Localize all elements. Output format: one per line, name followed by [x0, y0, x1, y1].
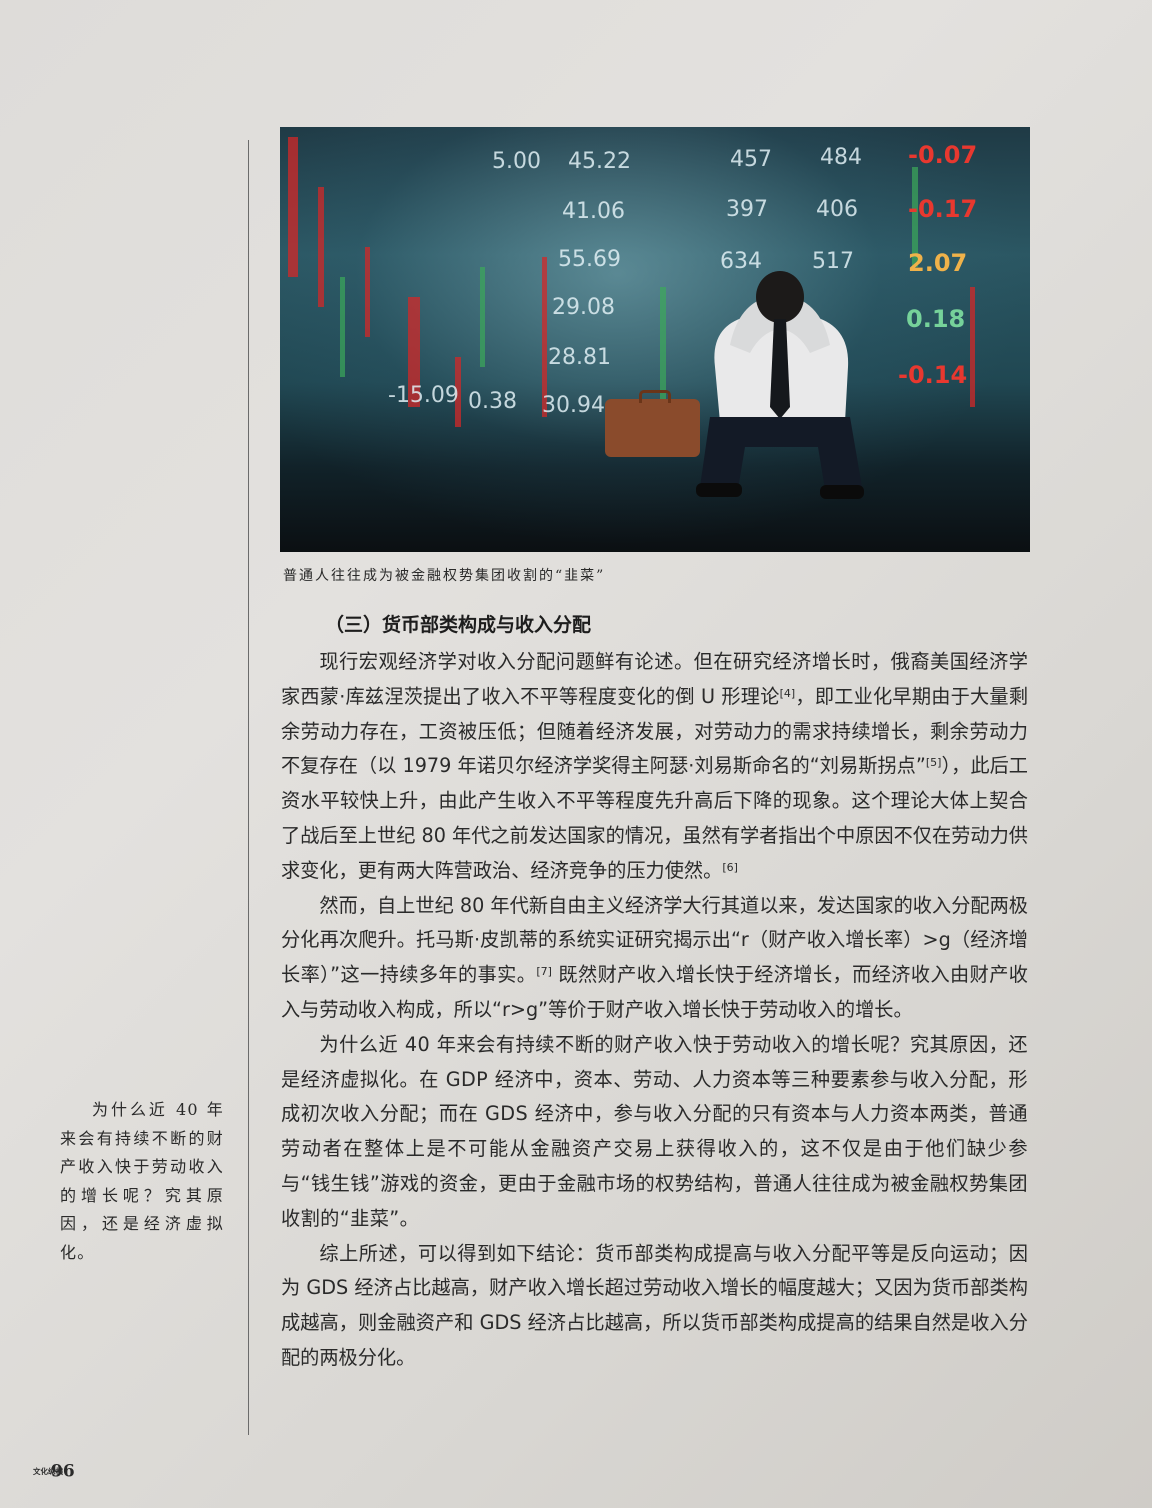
paragraph-text: ），此后工资水平较快上升，由此产生收入不平等程度先升高后下降的现象。这个理论大体… — [281, 754, 1028, 882]
citation-marker: [4] — [779, 686, 796, 700]
paragraph-text: ，即工业化早期由于大量剩余劳动力存在，工资被压低；但随着经济发展，对劳动力的需求… — [281, 684, 1029, 778]
ticker-number: 28.81 — [548, 345, 611, 370]
red-candle — [288, 137, 298, 277]
paragraph: 综上所述，可以得到如下结论：货币部类构成提高与收入分配平等是反向运动；因为 GD… — [281, 1237, 1028, 1376]
ticker-number: 29.08 — [552, 295, 615, 320]
ticker-number: 5.00 — [492, 149, 541, 174]
paragraph-text: 现行宏观经济学对收入分配问题鲜有论述。但在研究经济增长时，俄裔美国经济学家西蒙·… — [281, 650, 1028, 708]
ticker-number: -0.07 — [908, 141, 978, 169]
ticker-number: 41.06 — [562, 199, 625, 224]
ticker-number: 55.69 — [558, 247, 621, 272]
paragraph-text: 为什么近 40 年来会有持续不断的财产收入快于劳动收入的增长呢？究其原因，还是经… — [281, 1032, 1028, 1230]
red-candle — [970, 287, 975, 407]
ticker-number: -0.14 — [898, 361, 968, 389]
page-footer: 文化纵横96 — [33, 1461, 75, 1482]
paragraph-text: 既然财产收入增长快于经济增长，而经济收入由财产收入与劳动收入构成，所以“r>g”… — [281, 963, 1028, 1021]
ticker-number: 0.38 — [468, 389, 517, 414]
screen-glow — [280, 127, 1030, 547]
paragraph-text: 然而，自上世纪 80 年代新自由主义经济学大行其道以来，发达国家的收入分配两极分… — [281, 893, 1028, 987]
green-candle — [480, 267, 485, 367]
ticker-number: 517 — [812, 249, 854, 274]
ticker-number: 2.07 — [908, 249, 968, 277]
margin-rule — [248, 140, 249, 1435]
section-heading: （三）货币部类构成与收入分配 — [325, 614, 592, 636]
red-candle — [318, 187, 324, 307]
photo-stock-market-man: 5.00 45.22 457 484 -0.07 41.06 397 406 -… — [280, 127, 1030, 552]
green-candle — [340, 277, 345, 377]
ticker-number: 406 — [816, 197, 858, 222]
figure-caption: 普通人往往成为被金融权势集团收割的“韭菜” — [283, 568, 606, 584]
magazine-logo: 文化纵横 — [33, 1466, 63, 1476]
pull-quote: 为什么近 40 年来会有持续不断的财产收入快于劳动收入的增长呢？究其原因，还是经… — [60, 1100, 224, 1262]
red-candle — [455, 357, 461, 427]
citation-marker: [6] — [722, 860, 738, 874]
paragraph: 现行宏观经济学对收入分配问题鲜有论述。但在研究经济增长时，俄裔美国经济学家西蒙·… — [281, 645, 1028, 889]
briefcase — [605, 390, 700, 457]
man-sitting — [696, 271, 864, 499]
citation-marker: [7] — [536, 965, 552, 979]
body-text: 现行宏观经济学对收入分配问题鲜有论述。但在研究经济增长时，俄裔美国经济学家西蒙·… — [281, 645, 1028, 1376]
paragraph-text: 综上所述，可以得到如下结论：货币部类构成提高与收入分配平等是反向运动；因为 GD… — [281, 1241, 1028, 1369]
ticker-number: -15.09 — [388, 383, 459, 408]
ticker-number: 0.18 — [906, 305, 966, 333]
ticker-number: 45.22 — [568, 149, 631, 174]
ticker-number: 484 — [820, 145, 862, 170]
citation-marker: [5] — [925, 756, 942, 770]
paragraph: 然而，自上世纪 80 年代新自由主义经济学大行其道以来，发达国家的收入分配两极分… — [281, 889, 1028, 1028]
page-number: 96 — [51, 1461, 75, 1482]
green-candle — [912, 167, 918, 267]
ticker-number: -0.17 — [908, 195, 978, 223]
red-candle — [542, 257, 547, 417]
ticker-number: 634 — [720, 249, 762, 274]
ticker-number: 30.94 — [542, 393, 605, 418]
red-candle — [408, 297, 420, 407]
ticker-number: 397 — [726, 197, 768, 222]
paragraph: 为什么近 40 年来会有持续不断的财产收入快于劳动收入的增长呢？究其原因，还是经… — [281, 1028, 1028, 1237]
ticker-number: 457 — [730, 147, 772, 172]
green-candle — [660, 287, 666, 407]
red-candle — [365, 247, 370, 337]
